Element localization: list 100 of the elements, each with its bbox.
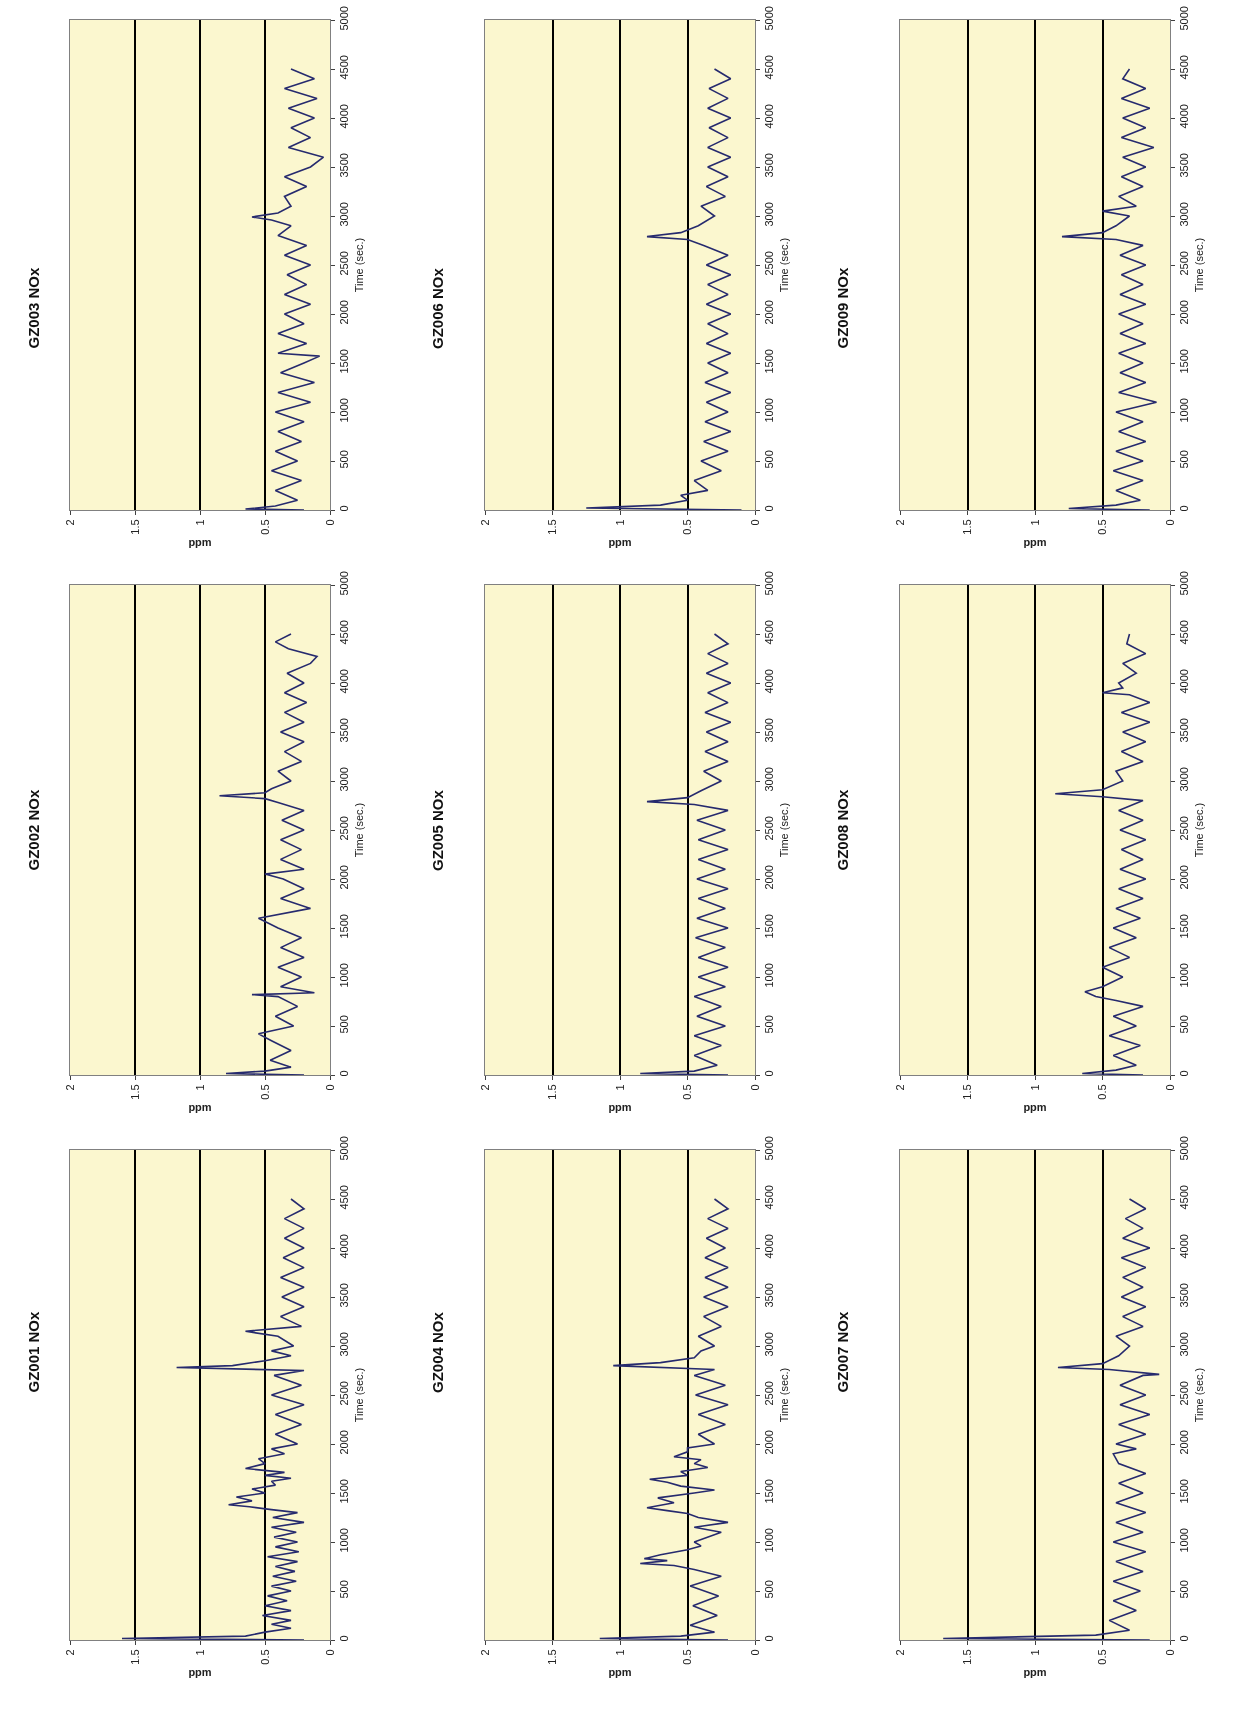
x-tick-label: 0 xyxy=(1163,519,1176,526)
x-tick-label: 0 xyxy=(323,1084,336,1091)
y-tick-label: 4500 xyxy=(763,1185,776,1210)
x-tick-label: 1 xyxy=(613,1649,626,1656)
x-tick-label: 0 xyxy=(748,1649,761,1656)
y-axis-title: Time (sec.) xyxy=(778,237,791,293)
x-tick-label: 0.5 xyxy=(258,1649,271,1665)
y-tick-label: 500 xyxy=(338,1580,351,1599)
y-tick-label: 1500 xyxy=(338,349,351,374)
y-tick-label: 3000 xyxy=(1178,767,1191,792)
x-tick-label: 1.5 xyxy=(128,1649,141,1665)
y-tick-label: 4000 xyxy=(338,104,351,129)
y-tick-label: 4000 xyxy=(1178,1234,1191,1259)
y-tick-label: 3500 xyxy=(338,153,351,178)
x-tick-label: 1.5 xyxy=(546,1649,559,1665)
text: GZ005 NOx xyxy=(429,789,446,871)
text: GZ008 NOx xyxy=(833,788,851,871)
x-tick-label: 0 xyxy=(748,519,761,526)
y-tick-label: 2500 xyxy=(1178,1381,1191,1406)
y-tick-label: 2000 xyxy=(1178,300,1191,325)
x-tick-label: 1 xyxy=(613,1084,626,1091)
x-tick-label: 2 xyxy=(478,519,491,526)
x-tick-label: 0 xyxy=(1163,1649,1176,1656)
y-tick-label: 3000 xyxy=(338,1332,351,1357)
x-axis-title: ppm xyxy=(608,1100,632,1113)
y-tick-label: 3000 xyxy=(1178,1332,1191,1357)
y-tick-label: 4500 xyxy=(1178,1185,1191,1210)
y-tick-label: 2000 xyxy=(338,300,351,325)
y-tick-label: 1500 xyxy=(1178,914,1191,939)
x-tick-label: 2 xyxy=(63,1649,76,1656)
y-axis-title: Time (sec.) xyxy=(778,1367,791,1423)
y-tick-label: 2500 xyxy=(763,251,776,276)
x-tick-label: 0.5 xyxy=(1096,1084,1109,1100)
y-tick-label: 3500 xyxy=(1178,718,1191,743)
y-tick-label: 500 xyxy=(1178,1015,1191,1034)
y-axis-title: Time (sec.) xyxy=(1193,802,1206,858)
x-tick-label: 0.5 xyxy=(681,519,694,535)
y-tick-label: 0 xyxy=(763,1070,776,1077)
y-axis-title: Time (sec.) xyxy=(353,237,366,293)
y-tick-label: 1000 xyxy=(763,398,776,423)
y-tick-label: 0 xyxy=(338,1635,351,1642)
x-tick-label: 0.5 xyxy=(1096,1649,1109,1665)
y-tick-label: 500 xyxy=(763,1580,776,1599)
text: GZ003 NOx xyxy=(24,266,42,349)
x-tick-label: 2 xyxy=(893,519,906,526)
y-tick-label: 2000 xyxy=(763,865,776,890)
y-tick-label: 500 xyxy=(763,1015,776,1034)
y-tick-label: 1000 xyxy=(1178,398,1191,423)
y-tick-label: 2500 xyxy=(1178,816,1191,841)
x-tick-label: 1 xyxy=(1028,1084,1041,1091)
y-tick-label: 5000 xyxy=(338,6,351,31)
y-tick-label: 2500 xyxy=(338,1381,351,1406)
y-tick-label: 4000 xyxy=(763,1234,776,1259)
y-tick-label: 3500 xyxy=(338,718,351,743)
y-tick-label: 4000 xyxy=(763,104,776,129)
y-tick-label: 1500 xyxy=(338,1479,351,1504)
x-tick-label: 2 xyxy=(63,1084,76,1091)
x-tick-label: 0.5 xyxy=(681,1649,694,1665)
y-tick-label: 3500 xyxy=(763,153,776,178)
y-tick-label: 3000 xyxy=(338,767,351,792)
x-tick-label: 2 xyxy=(478,1649,491,1656)
y-tick-label: 2500 xyxy=(763,1381,776,1406)
y-tick-label: 3000 xyxy=(338,202,351,227)
y-tick-label: 5000 xyxy=(338,571,351,596)
x-axis-title: ppm xyxy=(188,1665,212,1678)
y-tick-label: 3500 xyxy=(338,1283,351,1308)
x-tick-label: 1.5 xyxy=(546,1084,559,1100)
x-axis-title: ppm xyxy=(608,535,632,548)
x-axis-title: ppm xyxy=(608,1665,632,1678)
y-tick-label: 1000 xyxy=(338,1528,351,1553)
x-tick-label: 1 xyxy=(193,1084,206,1091)
x-axis-title: ppm xyxy=(1023,535,1047,548)
y-tick-label: 0 xyxy=(338,505,351,512)
y-tick-label: 1500 xyxy=(763,914,776,939)
y-tick-label: 5000 xyxy=(1178,571,1191,596)
x-tick-label: 1 xyxy=(613,519,626,526)
y-tick-label: 5000 xyxy=(1178,6,1191,31)
x-tick-label: 1.5 xyxy=(546,519,559,535)
y-tick-label: 1500 xyxy=(338,914,351,939)
y-tick-label: 3000 xyxy=(763,1332,776,1357)
text: GZ007 NOx xyxy=(833,1310,851,1393)
y-tick-label: 4500 xyxy=(763,55,776,80)
y-tick-label: 2000 xyxy=(763,300,776,325)
y-tick-label: 1500 xyxy=(1178,1479,1191,1504)
x-tick-label: 0 xyxy=(323,519,336,526)
y-tick-label: 4500 xyxy=(1178,55,1191,80)
x-tick-label: 0 xyxy=(323,1649,336,1656)
y-tick-label: 1000 xyxy=(338,963,351,988)
x-tick-label: 2 xyxy=(478,1084,491,1091)
x-tick-label: 0.5 xyxy=(258,1084,271,1100)
y-tick-label: 1500 xyxy=(763,1479,776,1504)
y-tick-label: 1000 xyxy=(763,963,776,988)
y-tick-label: 3500 xyxy=(1178,1283,1191,1308)
y-tick-label: 2500 xyxy=(1178,251,1191,276)
y-tick-label: 1500 xyxy=(763,349,776,374)
y-axis-title: Time (sec.) xyxy=(1193,1367,1206,1423)
x-tick-label: 1.5 xyxy=(128,1084,141,1100)
y-tick-label: 500 xyxy=(338,450,351,469)
x-tick-label: 1.5 xyxy=(961,519,974,535)
y-tick-label: 0 xyxy=(338,1070,351,1077)
